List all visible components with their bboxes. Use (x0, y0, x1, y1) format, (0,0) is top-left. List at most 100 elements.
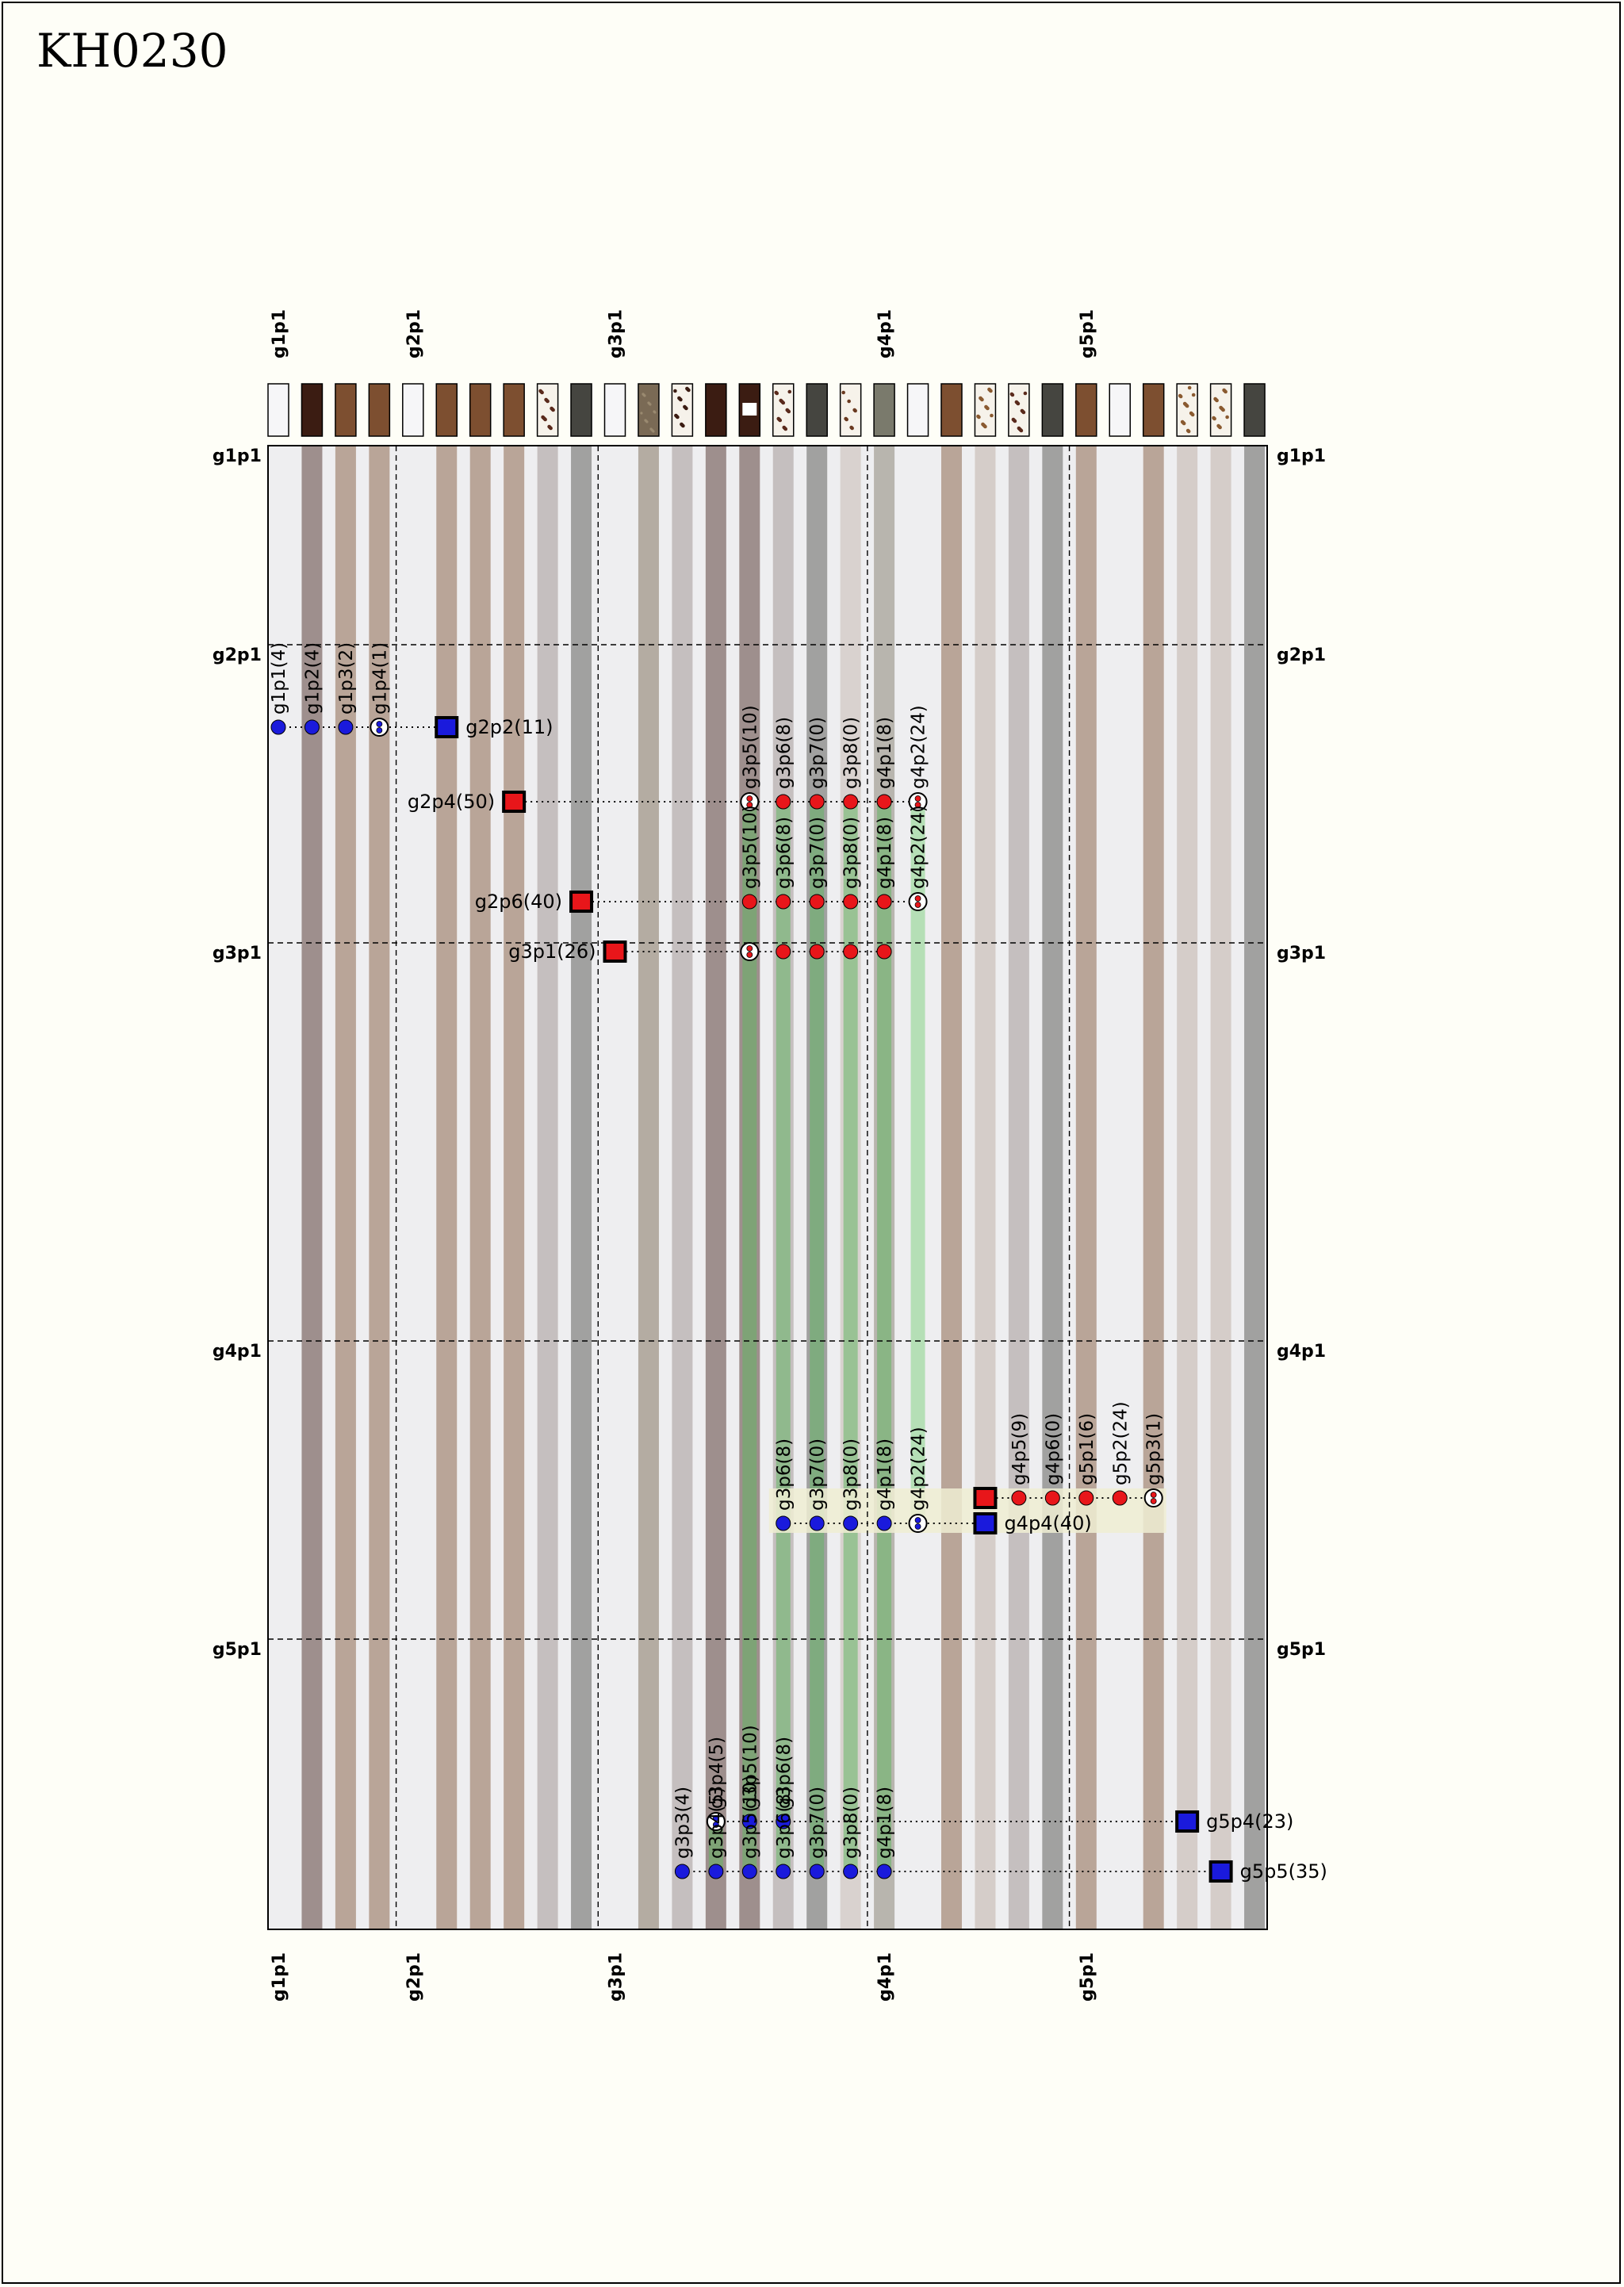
sample-node[interactable] (843, 1515, 859, 1531)
swatch-dot (774, 390, 779, 395)
parent-label: g2p2(11) (465, 716, 553, 738)
sample-node[interactable] (843, 1864, 859, 1879)
swatch-dot (841, 390, 845, 395)
parent-square[interactable] (603, 940, 627, 963)
swatch-dot (541, 415, 545, 419)
node-label: g3p4(5) (707, 1787, 727, 1859)
sample-node[interactable] (270, 719, 286, 735)
sample-node[interactable] (843, 794, 859, 810)
parent-square[interactable] (502, 791, 527, 813)
mixed-node[interactable] (1143, 1488, 1163, 1507)
sample-node[interactable] (843, 944, 859, 960)
cream-band (768, 1488, 1166, 1533)
sample-node[interactable] (1078, 1490, 1094, 1506)
swatch-dot (1185, 428, 1190, 433)
sample-node[interactable] (809, 944, 825, 960)
swatch-dot (981, 422, 985, 427)
mixed-node[interactable] (740, 792, 760, 811)
node-label: g3p8(0) (841, 717, 862, 789)
column-group-label-bottom: g2p1 (404, 1952, 424, 2002)
sample-node[interactable] (809, 1515, 825, 1531)
swatch-body (806, 383, 828, 437)
sample-node[interactable] (741, 1814, 757, 1829)
mixed-node[interactable] (706, 1812, 726, 1831)
sample-node[interactable] (776, 894, 791, 910)
swatch-dot (683, 404, 687, 409)
node-label: g5p3(1) (1144, 1413, 1165, 1485)
column-stripe (268, 446, 289, 1929)
sample-node[interactable] (876, 794, 892, 810)
sample-swatch (671, 383, 694, 437)
swatch-dot (547, 424, 551, 429)
node-label: g4p2(24) (909, 1427, 929, 1511)
sample-swatch (974, 383, 997, 437)
sample-node[interactable] (843, 894, 859, 910)
parent-square[interactable] (1175, 1810, 1200, 1833)
column-stripe (335, 446, 356, 1929)
parent-square[interactable] (569, 891, 594, 913)
sample-node[interactable] (876, 944, 892, 960)
node-label: g1p1(4) (269, 642, 289, 714)
node-label: g3p4(5) (707, 1737, 727, 1809)
parent-square[interactable] (973, 1512, 998, 1534)
sample-node[interactable] (708, 1864, 724, 1879)
sample-node[interactable] (304, 719, 320, 735)
node-label: g3p6(8) (774, 1737, 795, 1809)
swatch-dot (685, 386, 689, 391)
sample-node[interactable] (1044, 1490, 1060, 1506)
swatch-dot (987, 387, 991, 392)
sample-node[interactable] (876, 894, 892, 910)
swatch-body (873, 383, 895, 437)
sample-swatch (1109, 383, 1131, 437)
swatch-dot (1180, 419, 1185, 424)
swatch-dot (674, 413, 678, 418)
row-group-label-right: g2p1 (1277, 645, 1326, 665)
column-stripe (1244, 446, 1266, 1929)
sample-swatch (301, 383, 324, 437)
plot-area (268, 446, 1267, 1929)
sample-swatch (738, 383, 761, 437)
sample-node[interactable] (809, 794, 825, 810)
node-label: g3p3(4) (672, 1787, 693, 1859)
sample-node[interactable] (776, 1864, 791, 1879)
sample-node[interactable] (876, 1864, 892, 1879)
node-label: g3p6(8) (774, 1438, 795, 1511)
mixed-node[interactable] (908, 892, 928, 911)
mixed-node[interactable] (908, 1514, 928, 1533)
sample-node[interactable] (741, 1864, 757, 1879)
column-stripe (975, 446, 996, 1929)
sample-node[interactable] (776, 1515, 791, 1531)
row-group-label-right: g3p1 (1277, 944, 1326, 963)
node-label: g4p2(24) (909, 705, 929, 789)
mixed-node-dot (712, 1815, 719, 1822)
sample-swatch (1142, 383, 1165, 437)
parent-square[interactable] (435, 716, 459, 738)
sample-node[interactable] (674, 1864, 690, 1879)
sample-swatch (435, 383, 458, 437)
row-group-label-left: g2p1 (213, 645, 262, 665)
sample-node[interactable] (776, 794, 791, 810)
column-stripe (1042, 446, 1063, 1929)
swatch-dot (1187, 385, 1192, 390)
sample-node[interactable] (776, 944, 791, 960)
sample-node[interactable] (741, 894, 757, 910)
swatch-dot (677, 396, 681, 400)
sample-swatch (503, 383, 525, 437)
mixed-node[interactable] (740, 942, 760, 961)
parent-square[interactable] (1208, 1860, 1233, 1883)
swatch-dot (1216, 423, 1220, 428)
mixed-node[interactable] (370, 718, 389, 737)
sample-node[interactable] (876, 1515, 892, 1531)
sample-node[interactable] (776, 1814, 791, 1829)
sample-node[interactable] (809, 1864, 825, 1879)
column-stripe (301, 446, 323, 1929)
sample-node[interactable] (809, 894, 825, 910)
swatch-dot (844, 416, 848, 421)
swatch-dot (979, 396, 982, 400)
mixed-node[interactable] (908, 792, 928, 811)
parent-label: g5p5(35) (1240, 1860, 1327, 1883)
sample-node[interactable] (1112, 1490, 1128, 1506)
parent-square[interactable] (973, 1487, 998, 1509)
sample-node[interactable] (1011, 1490, 1027, 1506)
sample-node[interactable] (338, 719, 354, 735)
